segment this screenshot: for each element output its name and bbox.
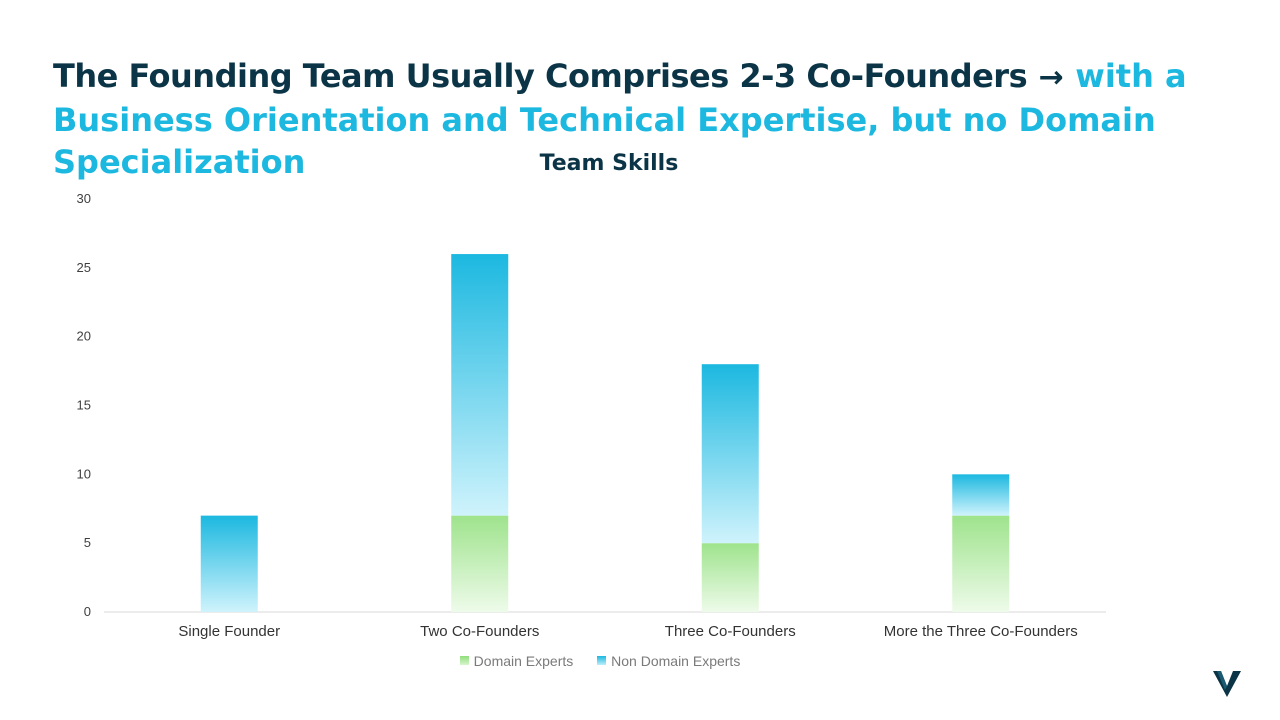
bar-domain-experts[interactable]: [952, 515, 1010, 612]
legend-label-domain: Domain Experts: [473, 652, 574, 669]
y-tick-label: 0: [84, 604, 91, 619]
x-category-label: Three Co-Founders: [665, 623, 796, 640]
y-tick-label: 30: [77, 191, 91, 206]
chart-title: Team Skills: [539, 151, 679, 176]
bar-non-domain-experts[interactable]: [701, 364, 759, 544]
bar-domain-experts[interactable]: [451, 515, 509, 612]
x-axis-labels: Single Founder Two Co-Founders Three Co-Fo…: [178, 623, 1077, 640]
legend-item-non-domain-experts[interactable]: Non Domain Experts: [597, 653, 740, 669]
bar-non-domain-experts[interactable]: [952, 474, 1010, 516]
y-tick-label: 5: [84, 535, 91, 550]
slide-headline: The Founding Team Usually Comprises 2-3 …: [53, 55, 1203, 183]
bars: [200, 254, 1010, 612]
legend-item-domain-experts[interactable]: Domain Experts: [459, 652, 574, 669]
x-category-label: Single Founder: [178, 623, 280, 640]
bar-non-domain-experts[interactable]: [200, 515, 258, 612]
bar-domain-experts[interactable]: [701, 543, 759, 612]
v-logo-icon: [1213, 671, 1241, 697]
x-category-label: Two Co-Founders: [420, 623, 539, 640]
y-tick-label: 25: [77, 260, 91, 275]
y-axis: 0 5 10 15 20 25 30: [77, 191, 91, 619]
legend-label-non-domain: Non Domain Experts: [611, 652, 741, 669]
arrow-right-icon: →: [1038, 60, 1064, 95]
x-category-label: More the Three Co-Founders: [884, 623, 1078, 640]
y-tick-label: 20: [77, 329, 91, 344]
y-tick-label: 15: [77, 398, 91, 413]
chart-legend: Domain Experts Non Domain Experts: [0, 652, 1200, 669]
headline-bold: The Founding Team Usually Comprises 2-3 …: [53, 57, 1028, 95]
bar-non-domain-experts[interactable]: [451, 254, 509, 516]
legend-swatch-domain: [459, 656, 469, 665]
y-tick-label: 10: [77, 466, 91, 481]
legend-swatch-non-domain: [597, 656, 607, 665]
headline-light: with a Business Orientation and Technica…: [53, 57, 1187, 181]
